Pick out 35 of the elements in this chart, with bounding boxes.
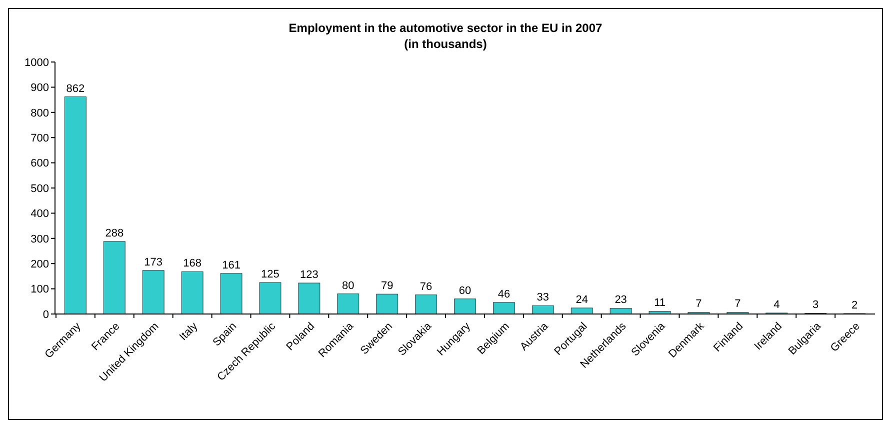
- data-label: 60: [458, 284, 472, 297]
- y-tick-label: 200: [30, 258, 49, 270]
- data-label: 173: [144, 256, 163, 268]
- data-label: 76: [420, 280, 432, 293]
- y-tick-label: 100: [30, 284, 49, 296]
- y-tick-label: 600: [30, 158, 49, 170]
- data-label: 23: [614, 294, 627, 306]
- data-label: 288: [105, 227, 124, 240]
- y-tick-label: 900: [30, 82, 49, 94]
- data-label: 3: [812, 299, 819, 312]
- data-label: 123: [300, 269, 318, 282]
- data-label: 862: [66, 82, 85, 95]
- y-tick-label: 300: [30, 233, 49, 246]
- y-tick-label: 1000: [24, 56, 49, 69]
- data-label: 4: [774, 298, 780, 311]
- data-label: 161: [222, 259, 240, 272]
- y-tick-label: 800: [30, 107, 49, 120]
- data-label: 125: [261, 268, 280, 280]
- chart-subtitle: (in thousands): [404, 37, 487, 51]
- data-label: 168: [183, 258, 202, 270]
- data-label: 79: [380, 280, 394, 292]
- data-label: 24: [576, 294, 588, 306]
- data-label: 11: [654, 297, 666, 310]
- y-tick-label: 400: [30, 208, 49, 220]
- data-label: 33: [536, 292, 550, 304]
- data-label: 7: [734, 298, 741, 310]
- data-label: 80: [342, 280, 354, 292]
- data-label: 46: [498, 288, 510, 300]
- y-tick-label: 700: [30, 132, 49, 144]
- x-tick-label: Italy: [177, 320, 201, 344]
- y-tick-label: 500: [30, 182, 49, 195]
- chart-title: Employment in the automotive sector in the EU in 2007: [288, 21, 603, 35]
- data-label: 7: [696, 298, 702, 310]
- y-tick-label: 0: [42, 308, 49, 321]
- data-label: 2: [851, 299, 858, 312]
